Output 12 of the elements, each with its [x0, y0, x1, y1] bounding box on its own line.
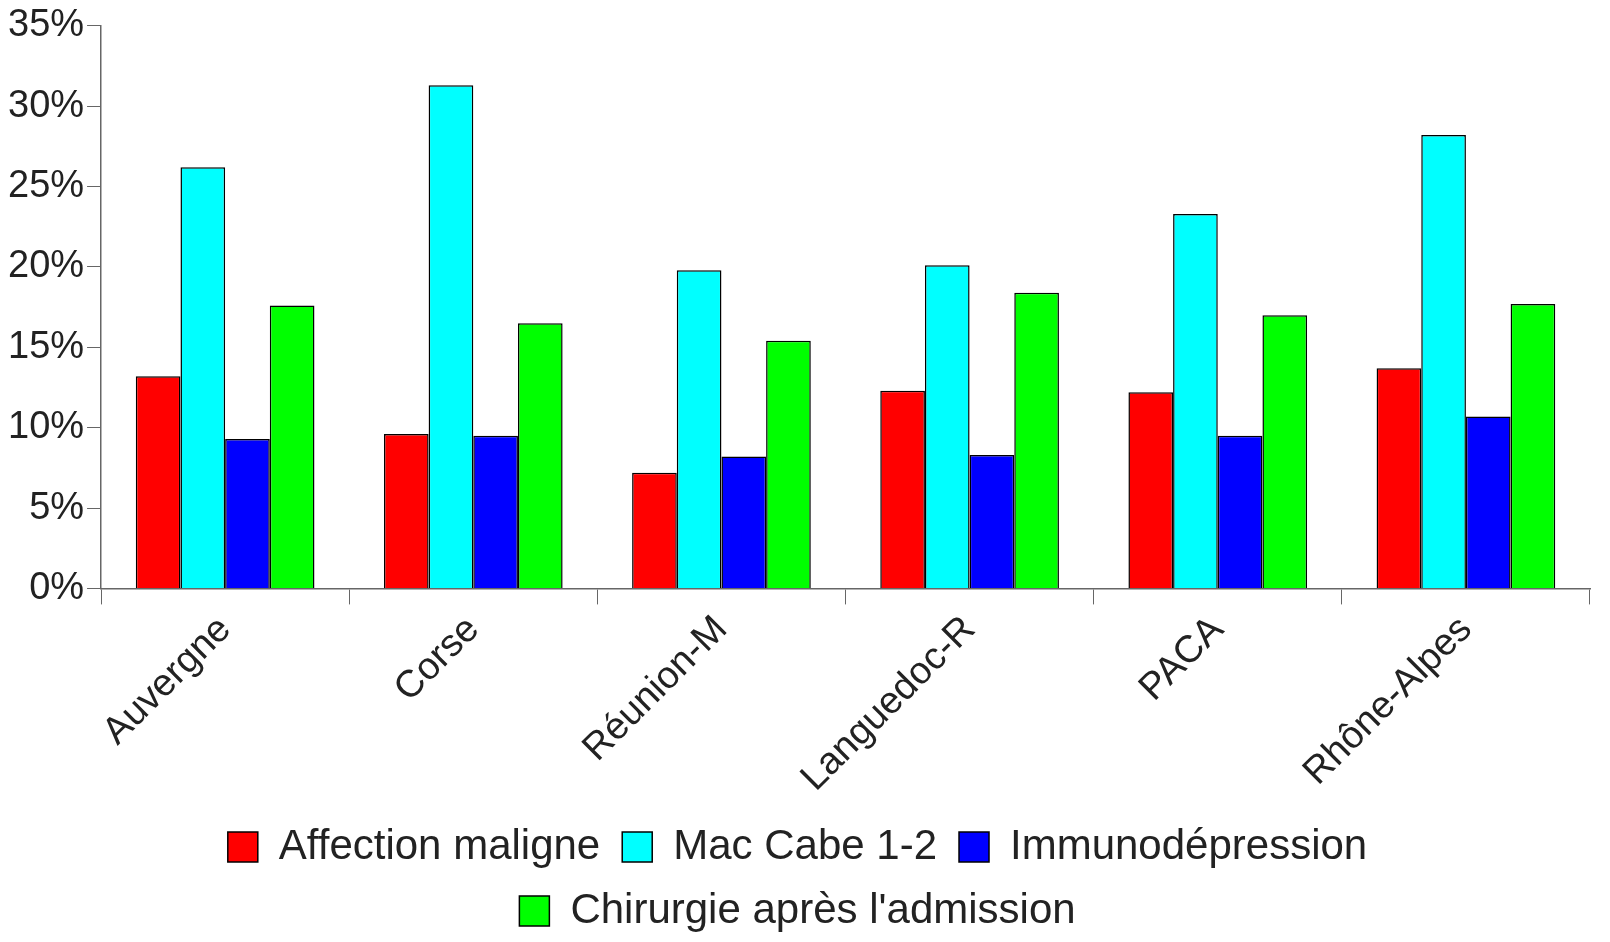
y-tick-label: 0%: [29, 564, 85, 607]
legend-label: Immunodépression: [1010, 820, 1368, 868]
legend-label: Affection maligne: [278, 820, 601, 868]
y-tick-label: 35%: [7, 2, 85, 45]
y-tick-label: 5%: [29, 484, 85, 527]
y-tick-label: 10%: [7, 404, 85, 447]
y-tick-label: 30%: [7, 82, 85, 125]
y-tick-label: 25%: [7, 163, 85, 206]
y-tick-label: 20%: [7, 243, 85, 286]
legend-label: Mac Cabe 1-2: [673, 820, 938, 868]
y-tick-label: 15%: [7, 323, 85, 366]
legend-label: Chirurgie après l'admission: [570, 884, 1076, 932]
